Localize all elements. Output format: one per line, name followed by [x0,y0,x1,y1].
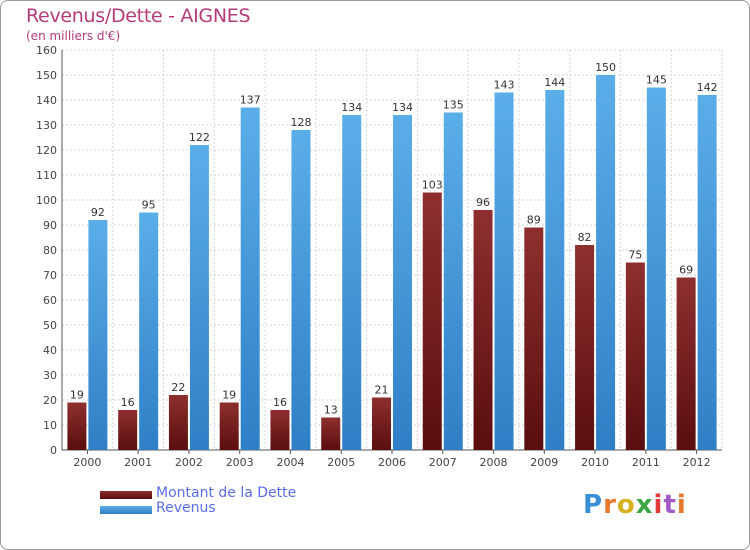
bar-debt-label: 69 [679,264,693,277]
y-tick-label: 130 [36,119,57,132]
bar-revenus [443,112,463,450]
y-tick-label: 150 [36,69,57,82]
bar-revenus-label: 137 [240,94,261,107]
bar-revenus-label: 150 [595,61,616,74]
bar-debt-label: 19 [70,389,84,402]
bar-debt-label: 16 [273,396,287,409]
bar-debt [676,277,696,450]
bar-debt [67,402,87,450]
chart-title: Revenus/Dette - AIGNES [26,5,251,27]
y-tick-label: 30 [43,369,57,382]
bar-revenus [342,115,362,450]
bar-revenus [697,95,717,450]
bar-debt-label: 16 [121,396,135,409]
bar-debt-label: 89 [527,214,541,227]
x-tick-label: 2007 [429,456,457,469]
y-tick-label: 110 [36,169,57,182]
bar-debt [168,395,188,450]
bar-revenus [596,75,616,450]
y-tick-label: 100 [36,194,57,207]
legend-label-revenus: Revenus [156,500,216,516]
proxiti-logo: Proxiti [583,490,687,520]
x-tick-label: 2000 [73,456,101,469]
y-tick-label: 70 [43,269,57,282]
y-tick-label: 140 [36,94,57,107]
x-tick-label: 2012 [683,456,711,469]
bar-revenus-label: 122 [189,131,210,144]
bar-debt-label: 13 [324,404,338,417]
bar-debt [422,192,442,450]
y-tick-label: 60 [43,294,57,307]
bar-revenus [545,90,565,450]
bar-debt-label: 22 [171,381,185,394]
bar-debt-label: 21 [375,384,389,397]
bar-revenus [88,220,108,450]
bar-revenus-label: 135 [443,99,464,112]
bar-revenus-label: 134 [392,101,413,114]
bar-debt [118,410,138,450]
y-tick-label: 10 [43,419,57,432]
bar-debt [321,417,341,450]
bar-debt [372,397,391,450]
bar-revenus-label: 142 [697,81,718,94]
bar-debt [473,210,493,450]
bar-revenus [646,87,666,450]
y-tick-label: 40 [43,344,57,357]
y-tick-label: 120 [36,144,57,157]
bar-debt [575,245,595,450]
legend-swatch-revenus [100,506,152,514]
bar-revenus-label: 144 [544,76,565,89]
bar-revenus-label: 145 [646,74,667,87]
bar-revenus [393,115,412,450]
bar-debt-label: 82 [578,231,592,244]
bar-revenus-label: 143 [494,79,515,92]
x-tick-label: 2003 [226,456,254,469]
x-tick-label: 2008 [480,456,508,469]
bar-debt [524,227,544,450]
bar-revenus-label: 95 [142,199,156,212]
legend-swatch-debt [100,491,152,499]
bar-debt [270,410,290,450]
bar-debt-label: 19 [222,389,236,402]
bar-revenus [240,107,260,450]
y-tick-label: 20 [43,394,57,407]
axes: 0 10 20 30 40 50 60 70 80 90 100 110 120 130 140 150 160… [36,44,722,469]
x-tick-label: 2005 [327,456,355,469]
bar-debt-label: 96 [476,196,490,209]
bar-debt-label: 103 [422,179,443,192]
x-tick-label: 2006 [378,456,406,469]
y-tick-label: 160 [36,44,57,57]
y-tick-label: 80 [43,244,57,257]
data-labels: 19 16 22 19 16 13 21 103 96 89 82 75 69 92 95 122 137 128… [70,61,718,417]
bar-revenus [189,145,209,450]
y-tick-label: 50 [43,319,57,332]
x-tick-label: 2009 [530,456,558,469]
x-tick-label: 2011 [632,456,660,469]
y-tick-label: 0 [50,444,57,457]
x-tick-label: 2001 [124,456,152,469]
bar-debt-label: 75 [628,249,642,262]
bar-revenus [139,212,159,450]
y-tick-label: 90 [43,219,57,232]
x-tick-label: 2002 [175,456,203,469]
bar-revenus-label: 128 [290,116,311,129]
bar-revenus-label: 92 [91,206,105,219]
bar-revenus [494,92,514,450]
bar-debt [219,402,239,450]
x-tick-label: 2010 [581,456,609,469]
bars [67,75,717,450]
bar-revenus [291,130,311,450]
x-tick-label: 2004 [276,456,304,469]
chart-subtitle: (en milliers d'€) [26,29,121,43]
bar-debt [625,262,645,450]
bar-revenus-label: 134 [341,101,362,114]
legend-label-debt: Montant de la Dette [156,485,297,501]
